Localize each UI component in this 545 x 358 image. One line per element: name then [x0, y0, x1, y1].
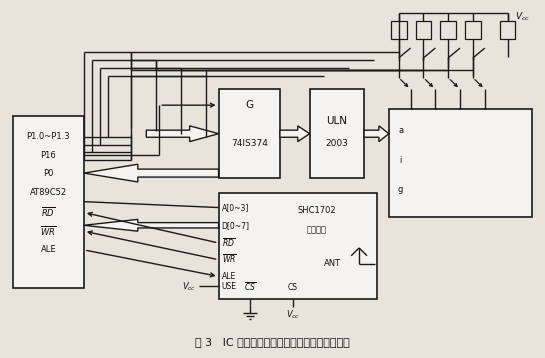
Bar — [310, 90, 364, 178]
Polygon shape — [364, 126, 389, 142]
Text: SHC1702: SHC1702 — [298, 206, 336, 215]
Text: g: g — [398, 185, 403, 194]
Bar — [13, 116, 84, 288]
Bar — [500, 21, 516, 39]
Text: G: G — [245, 100, 253, 110]
Text: ANT: ANT — [324, 259, 341, 268]
Polygon shape — [280, 126, 310, 142]
Polygon shape — [146, 126, 219, 142]
Text: $\overline{WR}$: $\overline{WR}$ — [40, 224, 56, 238]
Text: USE: USE — [221, 282, 237, 291]
Bar — [440, 21, 456, 39]
Text: CS: CS — [288, 283, 298, 292]
Text: P16: P16 — [40, 151, 56, 160]
Text: 图 3   IC 卡读写模块及显示电路与单片机的连接: 图 3 IC 卡读写模块及显示电路与单片机的连接 — [195, 338, 349, 347]
Text: $V_{cc}$: $V_{cc}$ — [286, 309, 300, 321]
Text: $V_{cc}$: $V_{cc}$ — [181, 280, 196, 292]
Text: P0: P0 — [43, 169, 53, 178]
Bar — [389, 109, 532, 217]
Text: $\overline{WR}$: $\overline{WR}$ — [221, 254, 237, 266]
Bar — [219, 90, 280, 178]
Text: P1.0~P1.3: P1.0~P1.3 — [27, 132, 70, 141]
Text: ALE: ALE — [40, 245, 56, 255]
Text: $\overline{RD}$: $\overline{RD}$ — [41, 205, 56, 219]
Text: a: a — [398, 126, 403, 135]
Text: i: i — [399, 156, 402, 165]
Text: $\overline{CS}$: $\overline{CS}$ — [244, 281, 256, 293]
Text: 读写模块: 读写模块 — [307, 226, 327, 235]
Text: 74IS374: 74IS374 — [231, 139, 268, 148]
Text: AT89C52: AT89C52 — [30, 188, 67, 197]
Bar — [391, 21, 407, 39]
Text: $\overline{RD}$: $\overline{RD}$ — [221, 237, 235, 249]
Text: ALE: ALE — [221, 272, 236, 281]
Bar — [465, 21, 481, 39]
Text: ULN: ULN — [326, 116, 347, 126]
Bar — [219, 193, 377, 299]
Text: D[0~7]: D[0~7] — [221, 221, 250, 230]
Polygon shape — [84, 219, 219, 231]
Text: A[0~3]: A[0~3] — [221, 203, 249, 212]
Text: 2003: 2003 — [325, 139, 348, 148]
Polygon shape — [84, 164, 219, 182]
Text: $V_{cc}$: $V_{cc}$ — [516, 10, 530, 23]
Bar — [415, 21, 431, 39]
